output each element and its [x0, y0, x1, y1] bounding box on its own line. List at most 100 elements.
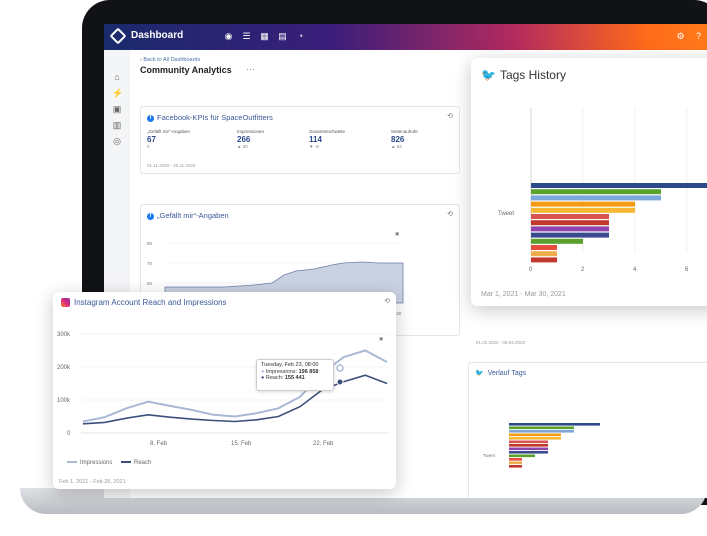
date-range: Mar 1, 2021 - Mar 30, 2021	[481, 291, 566, 298]
tag-bar[interactable]	[509, 437, 561, 440]
help-icon[interactable]: ?	[695, 31, 701, 41]
y-tick: 60	[147, 281, 153, 286]
category-label: Tweet	[498, 211, 514, 217]
x-tick: 22. Feb	[313, 441, 334, 447]
x-tick: 6	[685, 267, 689, 273]
kpi-likes: „Gefällt mir“-Angaben 67 0	[147, 129, 191, 149]
tag-bar[interactable]	[531, 201, 635, 207]
tag-bar[interactable]	[509, 430, 574, 433]
settings-icon[interactable]: ⚙	[676, 31, 685, 41]
tag-bar[interactable]	[531, 189, 661, 195]
tag-bar[interactable]	[531, 183, 707, 188]
tag-bar[interactable]	[531, 195, 661, 201]
tag-bar[interactable]	[509, 451, 548, 454]
reach-hover-point[interactable]	[336, 378, 344, 386]
y-tick: 200k	[57, 365, 71, 371]
x-tick: 2	[581, 267, 585, 273]
fb-kpis-title: f Facebook-KPIs für SpaceOutfitters	[147, 113, 273, 122]
x-tick: 4	[633, 267, 637, 273]
x-tick: 15. Feb	[231, 441, 252, 447]
tags-history-chart: Tweet 0 2 4 6	[498, 108, 707, 273]
tag-bar[interactable]	[509, 447, 548, 451]
legend-reach[interactable]: Reach	[134, 460, 151, 466]
back-link[interactable]: ‹ Back to All Dashboards	[140, 57, 201, 63]
x-tick: 0	[529, 267, 533, 273]
instagram-title: Instagram Account Reach and Impressions	[61, 298, 227, 308]
page-title: Community Analytics	[140, 65, 232, 75]
date-range: Feb 1, 2021 - Feb 28, 2021	[59, 479, 126, 485]
logo-icon[interactable]	[109, 27, 127, 45]
tag-bar[interactable]	[509, 433, 561, 437]
home-icon[interactable]: ⌂	[114, 72, 120, 82]
y-tick: 80	[147, 241, 153, 246]
twitter-icon: 🐦	[481, 68, 496, 82]
refresh-icon[interactable]: ⟲	[447, 211, 453, 218]
tag-bar[interactable]	[509, 465, 522, 468]
tag-bar[interactable]	[509, 461, 522, 465]
legend-impressions[interactable]: Impressions	[80, 460, 112, 466]
export-icon[interactable]: ▣	[395, 231, 400, 236]
impressions-hover-point[interactable]	[336, 364, 344, 372]
date-range: 01.11.2020 - 30.11.2020	[147, 163, 196, 168]
more-options-button[interactable]: ···	[246, 64, 255, 74]
tag-bar[interactable]	[531, 245, 557, 250]
tooltip-reach: ● Reach: 155 441	[261, 375, 305, 381]
tooltip-date: Tuesday, Feb 23, 08:00	[261, 362, 319, 368]
kpi-reach: Gesamtreichweite 114 ▼ -8	[309, 129, 346, 149]
filter-icon[interactable]: ☰	[242, 31, 251, 41]
tooltip-impressions: ● Impressions: 196 858	[261, 369, 319, 375]
top-bar: Dashboard ◉ ☰ ▦ ▤ ◔ ⚙ ?	[104, 24, 707, 50]
calendar-icon[interactable]: ▦	[260, 31, 269, 41]
tag-bar[interactable]	[531, 251, 557, 257]
app-title[interactable]: Dashboard	[131, 30, 184, 41]
date-range: 01.02.2020 - 08.04.2020	[476, 340, 526, 345]
series-impressions-line	[82, 349, 388, 423]
y-tick: 0	[67, 431, 71, 437]
tag-bar[interactable]	[509, 440, 548, 444]
compass-icon[interactable]: ◎	[113, 136, 121, 146]
gauge-icon[interactable]: ◉	[224, 31, 233, 41]
chart-tooltip: Tuesday, Feb 23, 08:00 ● Impressions: 19…	[256, 359, 334, 391]
bar-chart-icon[interactable]: ▥	[112, 120, 122, 130]
likes-chart-title: f „Gefällt mir“-Angaben	[147, 211, 229, 220]
tag-bar[interactable]	[531, 220, 609, 226]
export-icon[interactable]: ▣	[379, 336, 384, 341]
series-reach-line	[82, 374, 388, 425]
kpi-page-views: Seitenaufrufe 826 ▲ 92	[391, 129, 418, 149]
pie-chart-icon[interactable]: ◔	[297, 31, 304, 41]
twitter-icon: 🐦	[475, 370, 484, 377]
refresh-icon[interactable]: ⟲	[447, 113, 453, 120]
tag-bar[interactable]	[509, 454, 535, 458]
tag-bar[interactable]	[509, 423, 600, 426]
tag-bar[interactable]	[509, 444, 548, 447]
verlauf-tags-card: 🐦 Verlauf Tags Tweet	[468, 362, 707, 498]
bolt-icon[interactable]: ⚡	[112, 88, 124, 98]
tag-bar[interactable]	[531, 232, 609, 238]
instagram-icon	[61, 298, 70, 308]
tags-history-title: 🐦 Tags History	[481, 68, 566, 82]
list-icon[interactable]: ▤	[278, 31, 287, 41]
fb-kpis-card: f Facebook-KPIs für SpaceOutfitters ⟲ „Ge…	[140, 106, 460, 174]
y-tick: 300k	[57, 332, 71, 338]
tags-history-card: 🐦 Tags History Tweet 0 2 4 6 Mar 1, 2021 …	[471, 58, 707, 306]
tag-bar[interactable]	[531, 257, 557, 263]
y-tick: 70	[147, 261, 153, 266]
tag-bar[interactable]	[531, 207, 635, 213]
x-tick: 8. Feb	[150, 441, 168, 447]
verlauf-tags-title: 🐦 Verlauf Tags	[475, 370, 527, 377]
tag-bar[interactable]	[531, 214, 609, 219]
verlauf-tags-chart: Tweet	[483, 423, 600, 468]
box-icon[interactable]: ▣	[112, 104, 122, 114]
instagram-card: Instagram Account Reach and Impressions …	[53, 292, 396, 489]
y-tick: 100k	[57, 398, 71, 404]
facebook-icon: f	[147, 114, 154, 122]
refresh-icon[interactable]: ⟲	[384, 298, 390, 305]
tag-bar[interactable]	[531, 238, 583, 244]
tag-bar[interactable]	[509, 426, 574, 430]
tag-bar[interactable]	[509, 458, 522, 461]
instagram-line-chart: ▣ 300k 200k 100k 0 8. Feb 15. Feb 22. Fe…	[57, 332, 389, 466]
category-label: Tweet	[483, 453, 496, 458]
facebook-icon: f	[147, 212, 154, 220]
kpi-impressions: Impressionen 266 ▲ 30	[237, 129, 265, 149]
tag-bar[interactable]	[531, 226, 609, 232]
